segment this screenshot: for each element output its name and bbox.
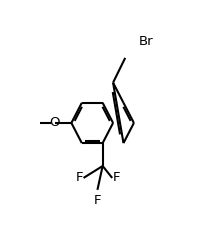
Text: F: F	[113, 171, 120, 184]
Text: F: F	[94, 194, 101, 207]
Text: Br: Br	[139, 35, 154, 48]
Text: O: O	[50, 116, 60, 129]
Text: F: F	[75, 171, 83, 184]
